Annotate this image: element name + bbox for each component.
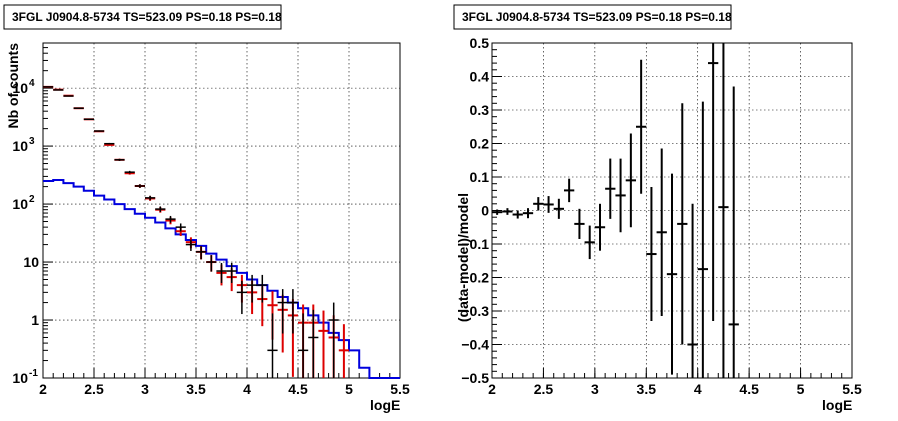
y-tick-label: 1 bbox=[31, 312, 39, 328]
title-text: 3FGL J0904.8-5734 TS=523.09 PS=0.18 PS=0… bbox=[12, 10, 282, 24]
x-tick-label: 5.5 bbox=[842, 381, 862, 397]
chart-title: 3FGL J0904.8-5734 TS=523.09 PS=0.18 PS=0… bbox=[453, 4, 732, 30]
y-tick-label: −0.2 bbox=[461, 270, 489, 286]
y-tick-label: 10 3 bbox=[12, 136, 35, 154]
x-tick-label: 4 bbox=[243, 381, 251, 397]
x-tick-label: 5 bbox=[345, 381, 353, 397]
chart-panel-2: 3FGL J0904.8-5734 TS=523.09 PS=0.18 PS=0… bbox=[453, 4, 862, 413]
x-tick-label: 5 bbox=[797, 381, 805, 397]
y-tick-label: −0.5 bbox=[461, 370, 489, 386]
y-tick-label: 0 bbox=[481, 203, 489, 219]
title-box bbox=[453, 4, 732, 30]
y-tick-label: 0.3 bbox=[470, 102, 490, 118]
x-tick-label: 3 bbox=[141, 381, 149, 397]
y-tick-base: 10 bbox=[12, 138, 28, 154]
x-tick-label: 2 bbox=[39, 381, 47, 397]
x-tick-label: 3 bbox=[591, 381, 599, 397]
y-axis-label: (data-model)/model bbox=[455, 193, 471, 322]
y-tick-label: 0.1 bbox=[470, 169, 490, 185]
y-tick-label: 10 2 bbox=[12, 194, 35, 212]
chart-panel-1: 3FGL J0904.8-5734 TS=523.09 PS=0.18 PS=0… bbox=[3, 4, 410, 413]
y-tick-label: 0.4 bbox=[470, 69, 490, 85]
chart-title: 3FGL J0904.8-5734 TS=523.09 PS=0.18 PS=0… bbox=[3, 4, 282, 30]
y-tick-label: 10 bbox=[23, 254, 39, 270]
x-tick-label: 5.5 bbox=[390, 381, 410, 397]
title-text: 3FGL J0904.8-5734 TS=523.09 PS=0.18 PS=0… bbox=[462, 10, 732, 24]
x-tick-label: 2 bbox=[488, 381, 496, 397]
y-tick-exponent: -1 bbox=[29, 368, 38, 379]
x-tick-label: 3.5 bbox=[186, 381, 206, 397]
y-tick-label: 10 4 bbox=[12, 78, 35, 96]
y-tick-base: 10 bbox=[12, 196, 28, 212]
y-tick-exponent: 2 bbox=[29, 194, 35, 205]
y-tick-exponent: 3 bbox=[29, 136, 35, 147]
y-tick-label: 0.2 bbox=[470, 136, 490, 152]
x-tick-label: 2.5 bbox=[534, 381, 554, 397]
y-tick-label: 10 -1 bbox=[12, 368, 38, 386]
title-box bbox=[3, 4, 282, 30]
x-tick-label: 3.5 bbox=[637, 381, 657, 397]
x-tick-label: 4 bbox=[694, 381, 702, 397]
plot-frame bbox=[42, 42, 401, 379]
y-axis-label: Nb of counts bbox=[5, 43, 21, 129]
y-tick-label: 0.5 bbox=[470, 35, 490, 51]
x-axis-label: logE bbox=[822, 397, 852, 413]
y-tick-base: 10 bbox=[12, 370, 28, 386]
y-tick-label: −0.1 bbox=[461, 236, 489, 252]
y-tick-exponent: 4 bbox=[29, 78, 35, 89]
x-axis-label: logE bbox=[370, 397, 400, 413]
y-tick-label: −0.3 bbox=[461, 303, 489, 319]
y-tick-label: −0.4 bbox=[461, 337, 489, 353]
x-tick-label: 2.5 bbox=[84, 381, 104, 397]
x-tick-label: 4.5 bbox=[288, 381, 308, 397]
x-tick-label: 4.5 bbox=[739, 381, 759, 397]
y-tick-base: 10 bbox=[12, 80, 28, 96]
